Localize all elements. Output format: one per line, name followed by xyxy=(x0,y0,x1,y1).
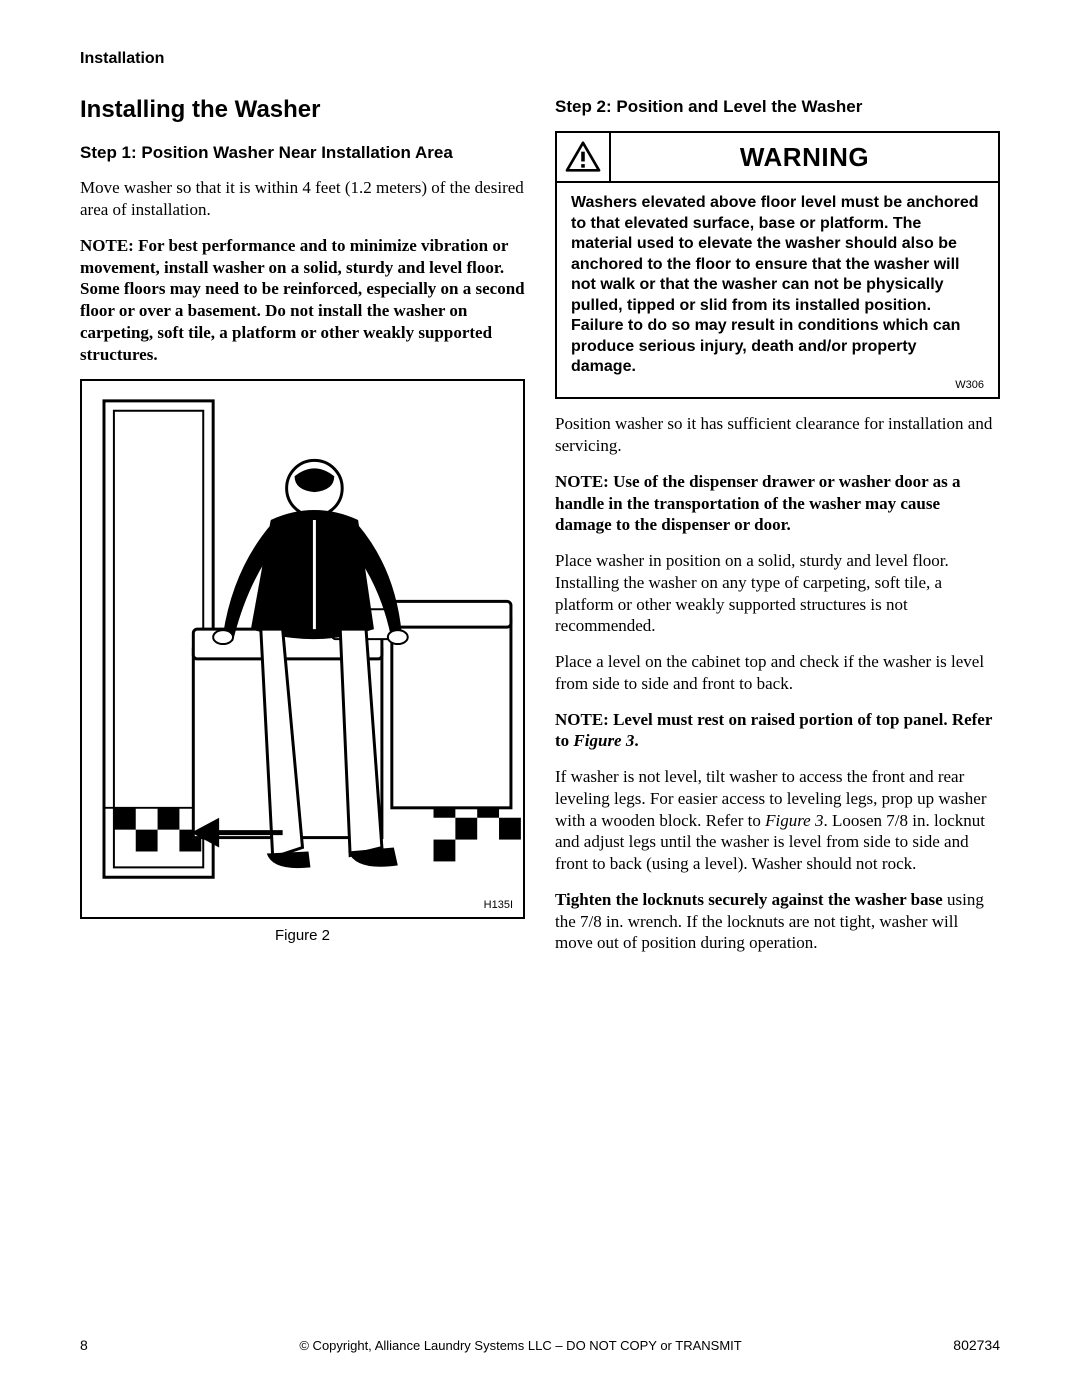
step2-note1: NOTE: Use of the dispenser drawer or was… xyxy=(555,471,1000,536)
running-head: Installation xyxy=(80,50,1000,68)
warning-header: WARNING xyxy=(557,133,998,183)
p5-a: Tighten the locknuts securely against th… xyxy=(555,890,943,909)
warning-icon xyxy=(557,133,611,181)
page-footer: 8 © Copyright, Alliance Laundry Systems … xyxy=(80,1337,1000,1353)
step2-p3: Place a level on the cabinet top and che… xyxy=(555,651,1000,695)
step2-p4: If washer is not level, tilt washer to a… xyxy=(555,766,1000,875)
copyright-text: © Copyright, Alliance Laundry Systems LL… xyxy=(88,1338,953,1353)
page-number: 8 xyxy=(80,1337,88,1353)
warning-title: WARNING xyxy=(611,142,998,173)
warning-box: WARNING Washers elevated above floor lev… xyxy=(555,131,1000,399)
step2-p1: Position washer so it has sufficient cle… xyxy=(555,413,1000,457)
note2-figref: Figure 3 xyxy=(573,731,634,750)
step2-title: Step 2: Position and Level the Washer xyxy=(555,96,1000,117)
step2-p2: Place washer in position on a solid, stu… xyxy=(555,550,1000,637)
warning-body: Washers elevated above floor level must … xyxy=(557,183,998,397)
figure-2-caption: Figure 2 xyxy=(80,927,525,944)
right-column: Step 2: Position and Level the Washer WA… xyxy=(555,96,1000,968)
warning-code: W306 xyxy=(571,379,984,391)
warning-text: Washers elevated above floor level must … xyxy=(571,193,984,377)
step1-note: NOTE: For best performance and to minimi… xyxy=(80,235,525,366)
content-columns: Installing the Washer Step 1: Position W… xyxy=(80,96,1000,968)
left-column: Installing the Washer Step 1: Position W… xyxy=(80,96,525,968)
step2-p5: Tighten the locknuts securely against th… xyxy=(555,889,1000,954)
section-title: Installing the Washer xyxy=(80,96,525,124)
step1-title: Step 1: Position Washer Near Installatio… xyxy=(80,142,525,163)
step2-note2: NOTE: Level must rest on raised portion … xyxy=(555,709,1000,753)
doc-number: 802734 xyxy=(953,1337,1000,1353)
figure-2-box: H135I xyxy=(80,379,525,919)
step1-paragraph: Move washer so that it is within 4 feet … xyxy=(80,177,525,221)
p4-figref: Figure 3 xyxy=(765,811,823,830)
note2-tail: . xyxy=(634,731,638,750)
page: Installation Installing the Washer Step … xyxy=(80,50,1000,1337)
figure-2-illustration xyxy=(82,381,523,917)
figure-2-ref: H135I xyxy=(484,899,513,911)
